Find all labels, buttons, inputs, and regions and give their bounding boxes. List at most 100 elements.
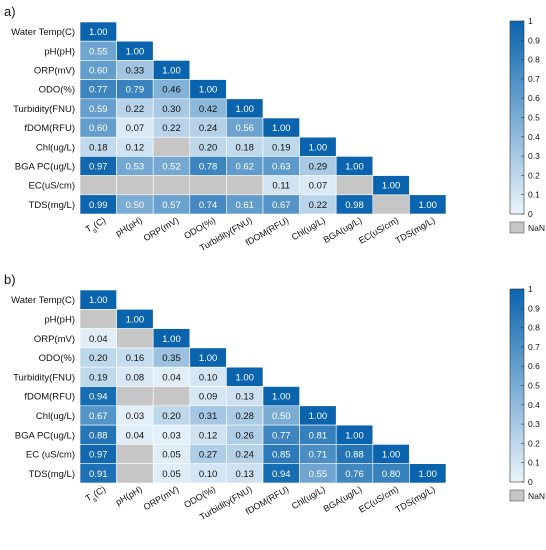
heatmap-cell-nan	[116, 175, 154, 196]
cell-value-label: 0.24	[235, 450, 254, 461]
cell-value-label: 0.50	[272, 411, 291, 422]
cell-value-label: 0.10	[199, 372, 218, 383]
cell-value-label: 1.00	[89, 27, 108, 38]
cell-value-label: 0.12	[199, 430, 218, 441]
row-label: TDS(mg/L)	[29, 469, 75, 480]
nan-swatch	[509, 221, 525, 234]
cell-value-label: 1.00	[309, 142, 328, 153]
heatmap-cell-nan	[226, 175, 264, 196]
colorbar-tick-label: 0.8	[528, 323, 540, 333]
cell-value-label: 1.00	[199, 353, 218, 364]
cell-value-label: 0.22	[126, 104, 145, 115]
cell-value-label: 0.91	[89, 469, 108, 480]
cell-value-label: 0.79	[126, 85, 145, 96]
cell-value-label: 0.13	[235, 392, 254, 403]
cell-value-label: 0.22	[309, 200, 328, 211]
column-label: BGA(ug/L)	[322, 484, 364, 514]
row-label: BGA PC(ug/L)	[15, 162, 75, 173]
cell-value-label: 0.26	[235, 430, 254, 441]
cell-value-label: 0.99	[89, 200, 108, 211]
cell-value-label: 0.20	[162, 411, 181, 422]
cell-value-label: 0.97	[89, 450, 108, 461]
column-label: ORP(mV)	[142, 484, 181, 512]
colorbar-tick-label: 0.7	[528, 342, 540, 352]
row-label: Chl(ug/L)	[36, 411, 75, 422]
column-label: Chl(ug/L)	[290, 484, 327, 511]
heatmap-cell-nan	[79, 175, 117, 196]
colorbar-tick-label: 1	[528, 16, 533, 26]
heatmap-cell-nan	[152, 175, 191, 196]
column-label: ORP(mV)	[142, 215, 181, 243]
cell-value-label: 1.00	[235, 104, 254, 115]
heatmap-panel-b: b)Water Temp(C)pH(pH)ORP(mV)ODO(%)Turbid…	[4, 272, 545, 522]
heatmap-cell-nan	[116, 463, 154, 484]
heatmap-cell-nan	[152, 386, 191, 407]
row-label: ORP(mV)	[34, 66, 75, 77]
cell-value-label: 0.20	[199, 142, 218, 153]
column-label: pH(pH)	[114, 484, 144, 507]
cell-value-label: 1.00	[272, 123, 291, 134]
cell-value-label: 0.67	[272, 200, 291, 211]
colorbar-tick-label: 0	[528, 477, 533, 487]
colorbar-tick-label: 0.4	[528, 132, 540, 142]
heatmap-cell	[409, 463, 447, 484]
heatmap-cell	[409, 194, 447, 215]
cell-value-label: 0.46	[162, 85, 181, 96]
heatmap-panel-a: a)Water Temp(C)pH(pH)ORP(mV)ODO(%)Turbid…	[4, 4, 545, 253]
colorbar-tick-label: 0.2	[528, 170, 540, 180]
column-label: EC(uS/cm)	[357, 215, 400, 246]
row-label: Turbidity(FNU)	[13, 104, 75, 115]
cell-value-label: 0.97	[89, 162, 108, 173]
colorbar-tick-label: 0.6	[528, 361, 540, 371]
row-label: pH(pH)	[44, 46, 75, 57]
cell-value-label: 0.88	[89, 430, 108, 441]
cell-value-label: 0.35	[162, 353, 181, 364]
colorbar-tick-label: 0	[528, 209, 533, 219]
cell-value-label: 0.56	[235, 123, 254, 134]
cell-value-label: 1.00	[162, 66, 181, 77]
cell-value-label: 0.94	[272, 469, 291, 480]
cell-value-label: 0.10	[199, 469, 218, 480]
cell-value-label: 0.50	[126, 200, 145, 211]
cell-value-label: 0.71	[309, 450, 328, 461]
cell-value-label: 0.60	[89, 66, 108, 77]
cell-value-label: 0.12	[126, 142, 145, 153]
cell-value-label: 0.27	[199, 450, 218, 461]
cell-value-label: 0.62	[235, 162, 254, 173]
cell-value-label: 0.81	[309, 430, 328, 441]
row-label: ORP(mV)	[34, 334, 75, 345]
colorbar-tick-label: 0.9	[528, 35, 540, 45]
heatmap-cell-nan	[372, 194, 410, 215]
row-label: EC(uS/cm)	[29, 181, 75, 192]
cell-value-label: 0.08	[126, 372, 145, 383]
cell-value-label: 1.00	[382, 450, 401, 461]
row-label: Water Temp(C)	[11, 295, 75, 306]
nan-label: NaN	[528, 223, 545, 233]
cell-value-label: 0.33	[126, 66, 145, 77]
colorbar-tick-label: 0.1	[528, 190, 540, 200]
cell-value-label: 0.59	[89, 104, 108, 115]
cell-value-label: 1.00	[126, 314, 145, 325]
column-label: TDS(mg/L)	[394, 215, 437, 246]
colorbar-tick-label: 0.9	[528, 303, 540, 313]
cell-value-label: 0.80	[382, 469, 401, 480]
cell-value-label: 0.63	[272, 162, 291, 173]
cell-value-label: 0.55	[309, 469, 328, 480]
colorbar-tick-label: 0.8	[528, 55, 540, 65]
heatmap-cell-nan	[116, 444, 154, 464]
heatmap-cell-nan	[189, 175, 227, 196]
cell-value-label: 1.00	[309, 411, 328, 422]
cell-value-label: 0.98	[345, 200, 364, 211]
cell-value-label: 1.00	[89, 295, 108, 306]
row-label: EC (uS/cm)	[26, 450, 75, 461]
cell-value-label: 1.00	[418, 200, 437, 211]
cell-value-label: 0.07	[309, 181, 328, 192]
cell-value-label: 0.05	[162, 450, 181, 461]
heatmap-cell-nan	[116, 328, 154, 349]
cell-value-label: 0.19	[272, 142, 291, 153]
row-label: fDOM(RFU)	[24, 123, 75, 134]
cell-value-label: 0.07	[126, 123, 145, 134]
nan-label: NaN	[528, 491, 545, 501]
heatmap-cell-nan	[335, 175, 374, 196]
